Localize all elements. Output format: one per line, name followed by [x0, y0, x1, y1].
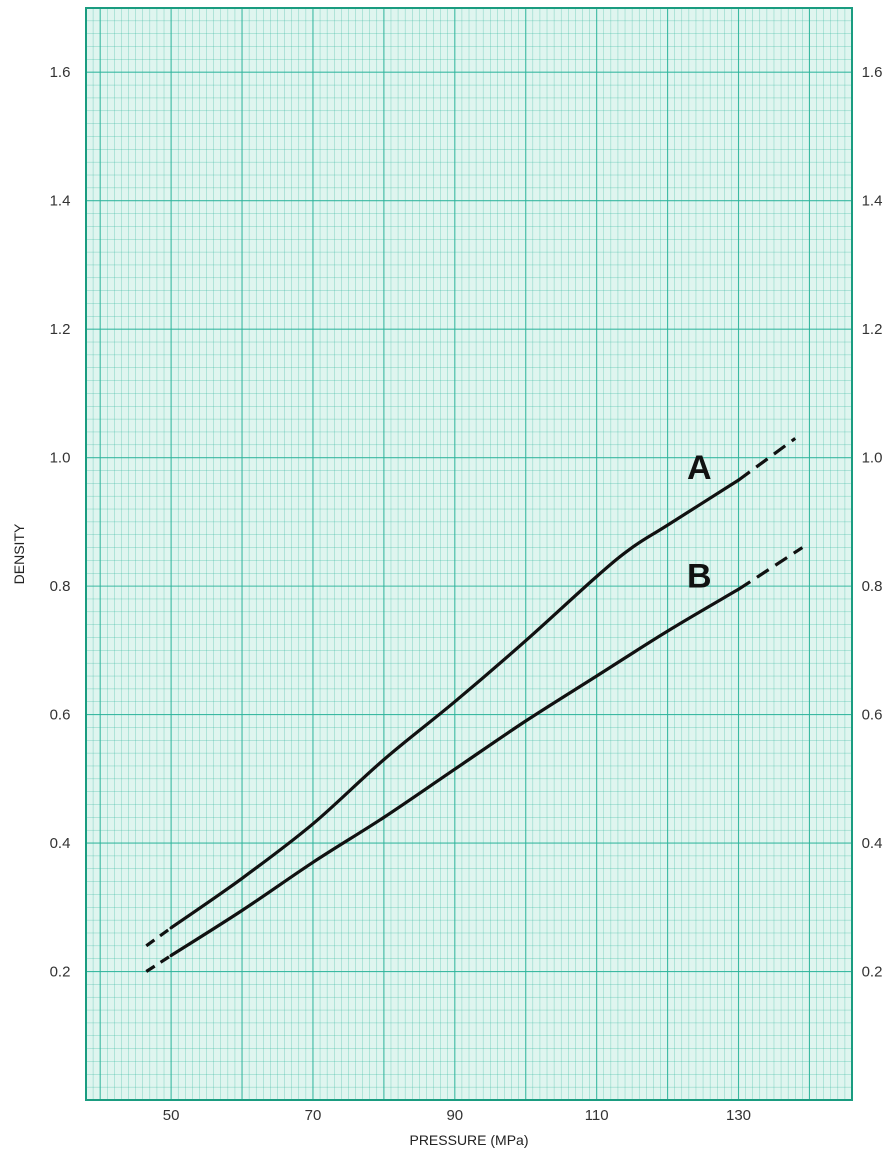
y-tick-label-left: 1.2	[50, 321, 71, 338]
plot-frame	[85, 7, 853, 1101]
x-tick-labels: 50 70 90 110 130	[163, 1107, 751, 1124]
y-tick-label-right: 1.4	[862, 193, 883, 210]
y-tick-label-left: 1.6	[50, 64, 71, 81]
y-tick-label-right: 1.2	[862, 321, 883, 338]
y-tick-label-right: 0.6	[862, 707, 883, 724]
y-tick-label-left: 1.4	[50, 193, 71, 210]
y-tick-label-left: 1.0	[50, 450, 71, 467]
series-layer	[145, 437, 804, 973]
y-tick-label-left: 0.6	[50, 707, 71, 724]
y-tick-labels-left: 0.2 0.4 0.6 0.8 1.0 1.2 1.4 1.6	[50, 64, 71, 980]
y-tick-label-left: 0.4	[50, 835, 71, 852]
series-dash-end-a	[737, 437, 797, 482]
y-tick-label-right: 0.4	[862, 835, 883, 852]
y-tick-label-left: 0.2	[50, 964, 71, 981]
y-axis-title: DENSITY	[11, 523, 27, 584]
series-dash-end-b	[737, 546, 804, 591]
y-tick-label-right: 1.6	[862, 64, 883, 81]
y-tick-label-right: 0.8	[862, 578, 883, 595]
y-tick-label-right: 1.0	[862, 450, 883, 467]
y-tick-labels-right: 0.2 0.4 0.6 0.8 1.0 1.2 1.4 1.6	[862, 64, 883, 980]
series-label-b: B	[687, 558, 712, 596]
series-dash-start-a	[145, 926, 173, 948]
x-tick-label: 70	[305, 1107, 322, 1124]
series-line-b	[169, 587, 741, 958]
x-tick-label: 90	[446, 1107, 463, 1124]
x-tick-label: 110	[585, 1107, 609, 1124]
y-tick-label-right: 0.2	[862, 964, 883, 981]
y-tick-label-left: 0.8	[50, 578, 71, 595]
series-dash-start-b	[145, 954, 172, 973]
series-line-a	[169, 478, 741, 930]
x-tick-label: 130	[726, 1107, 751, 1124]
series-labels: AB	[687, 449, 712, 596]
x-axis-title: PRESSURE (MPa)	[409, 1132, 528, 1148]
series-label-a: A	[687, 449, 712, 487]
x-tick-label: 50	[163, 1107, 180, 1124]
